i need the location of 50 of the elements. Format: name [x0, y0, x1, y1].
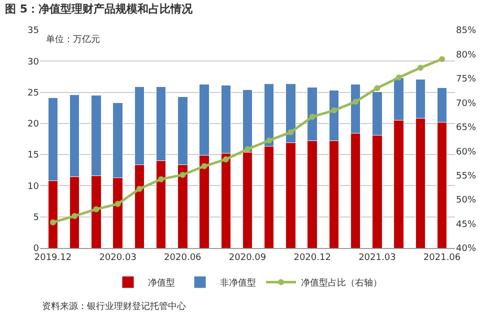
- y-tick-label: 35: [28, 26, 39, 36]
- point: [396, 74, 402, 80]
- point: [330, 107, 337, 114]
- point: [374, 85, 380, 92]
- y2-tick-label: 55%: [456, 171, 476, 182]
- y2-tick-label: 65%: [456, 123, 476, 134]
- point: [266, 137, 272, 144]
- legend-label: 非净值型: [220, 278, 256, 289]
- y2-tick-label: 45%: [456, 220, 476, 230]
- point: [288, 129, 294, 136]
- point: [352, 98, 359, 105]
- x-tick-label: 2021.03: [358, 252, 396, 263]
- x-tick-label: 2020.03: [99, 252, 136, 263]
- point: [158, 176, 164, 182]
- point: [417, 64, 424, 71]
- x-tick-label: 2020.06: [164, 252, 202, 263]
- y2-tick-label: 50%: [456, 196, 476, 206]
- point: [180, 172, 186, 178]
- y-tick-label: 20: [28, 120, 40, 130]
- y-tick-label: 5: [33, 213, 39, 224]
- x-tick-label: 2020.12: [294, 252, 331, 263]
- y-tick-label: 0: [33, 244, 40, 254]
- y2-tick-label: 85%: [456, 26, 476, 36]
- y2-tick-label: 80%: [456, 50, 476, 60]
- y-tick-label: 10: [28, 182, 40, 192]
- x-tick-label: 2021.06: [423, 252, 461, 263]
- legend-label: 净值型占比（右轴）: [301, 278, 382, 289]
- legend-label: 净值型: [148, 278, 175, 289]
- point: [309, 114, 316, 120]
- point: [136, 186, 142, 192]
- point: [93, 206, 100, 212]
- annotation: 单位：万亿元: [46, 34, 100, 45]
- y-tick-label: 15: [28, 150, 39, 161]
- point: [222, 156, 229, 162]
- y-tick-label: 30: [28, 57, 40, 68]
- y2-tick-label: 60%: [456, 147, 476, 158]
- y2-tick-label: 70%: [456, 98, 476, 109]
- point: [114, 200, 121, 207]
- x-tick-label: 2019.12: [34, 252, 72, 263]
- point: [50, 219, 56, 226]
- y-tick-label: 25: [28, 88, 39, 98]
- x-tick-label: 2020.09: [228, 252, 266, 263]
- point: [201, 163, 208, 170]
- point: [439, 56, 446, 62]
- chart-title: 图 5：净值型理财产品规模和占比情况: [5, 2, 194, 16]
- point: [72, 213, 78, 220]
- y2-tick-label: 40%: [456, 244, 476, 254]
- point: [244, 146, 250, 152]
- text: 资料来源：银行业理财登记托管中心: [42, 301, 186, 312]
- y2-tick-label: 75%: [456, 74, 476, 85]
